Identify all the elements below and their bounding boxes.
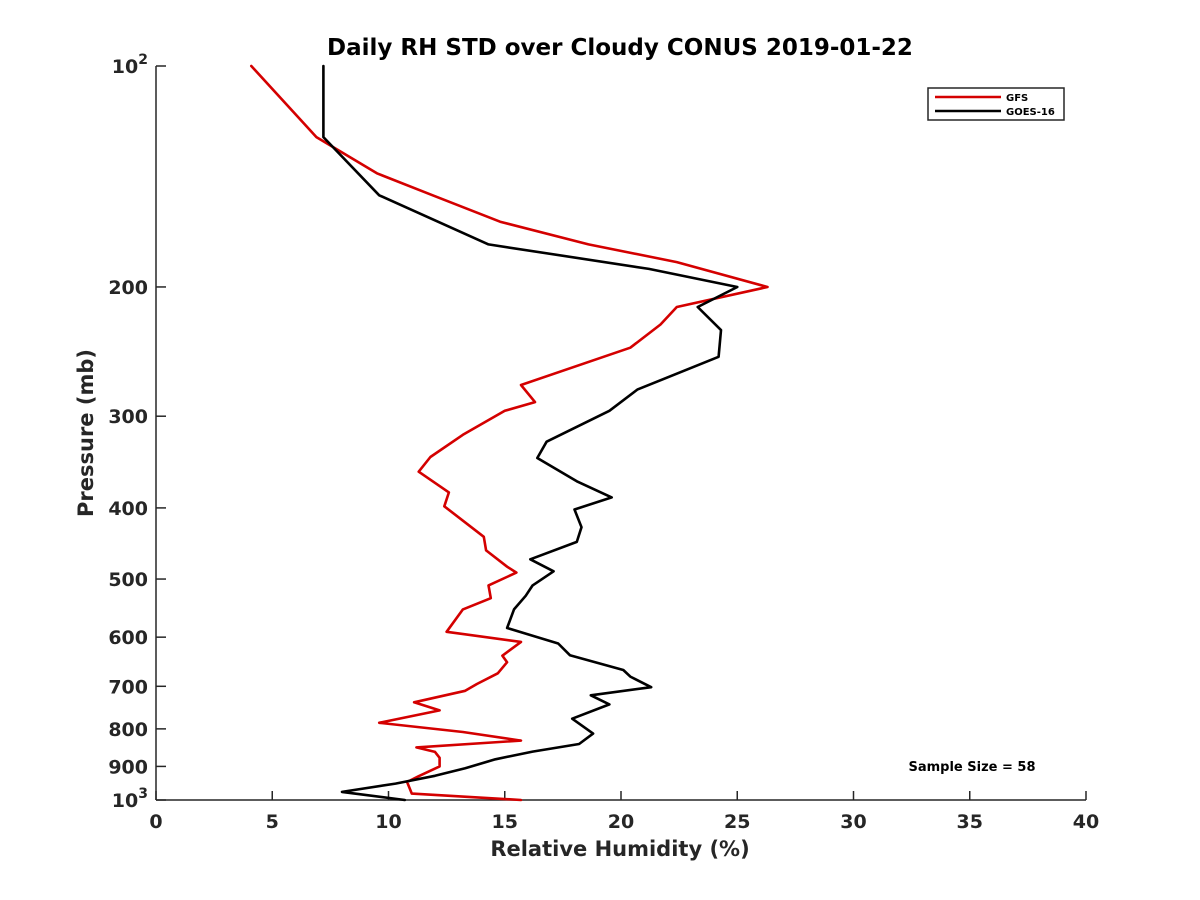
legend-gfs-label: GFS bbox=[1006, 93, 1028, 104]
y-tick-label: 400 bbox=[108, 498, 148, 520]
y-tick-label: 103 bbox=[112, 786, 148, 812]
series-line-goes-16 bbox=[322, 64, 739, 802]
y-tick-label: 900 bbox=[108, 756, 148, 778]
x-tick-label: 15 bbox=[492, 811, 518, 833]
x-tick-label: 30 bbox=[840, 811, 866, 833]
y-tick-label: 600 bbox=[108, 627, 148, 649]
x-tick-label: 40 bbox=[1073, 811, 1099, 833]
legend-box bbox=[927, 87, 1065, 121]
x-tick-label: 25 bbox=[724, 811, 750, 833]
y-tick-label: 102 bbox=[112, 52, 148, 78]
y-tick-label-base: 10 bbox=[112, 790, 138, 812]
y-axis-label: Pressure (mb) bbox=[74, 349, 98, 517]
y-tick-label-base: 10 bbox=[112, 56, 138, 78]
legend-goes16-label: GOES-16 bbox=[1006, 107, 1055, 118]
y-tick-label: 300 bbox=[108, 406, 148, 428]
legend: GFS GOES-16 bbox=[927, 87, 1065, 121]
x-axis-label: Relative Humidity (%) bbox=[490, 837, 749, 861]
x-ticks: 0 5 10 15 20 25 30 35 40 bbox=[149, 791, 1099, 833]
y-tick-label: 200 bbox=[108, 277, 148, 299]
x-tick-label: 35 bbox=[957, 811, 983, 833]
series-line-gfs bbox=[250, 64, 769, 802]
chart-title: Daily RH STD over Cloudy CONUS 2019-01-2… bbox=[327, 35, 913, 61]
x-tick-label: 0 bbox=[149, 811, 162, 833]
y-tick-label-exponent: 3 bbox=[138, 786, 148, 802]
y-tick-label: 500 bbox=[108, 569, 148, 591]
x-tick-label: 10 bbox=[375, 811, 401, 833]
x-tick-label: 20 bbox=[608, 811, 634, 833]
sample-size-annotation: Sample Size = 58 bbox=[908, 760, 1035, 775]
y-tick-label-exponent: 2 bbox=[138, 52, 148, 68]
y-tick-label: 700 bbox=[108, 676, 148, 698]
series-layer bbox=[250, 64, 769, 802]
x-tick-label: 5 bbox=[266, 811, 279, 833]
y-tick-label: 800 bbox=[108, 719, 148, 741]
